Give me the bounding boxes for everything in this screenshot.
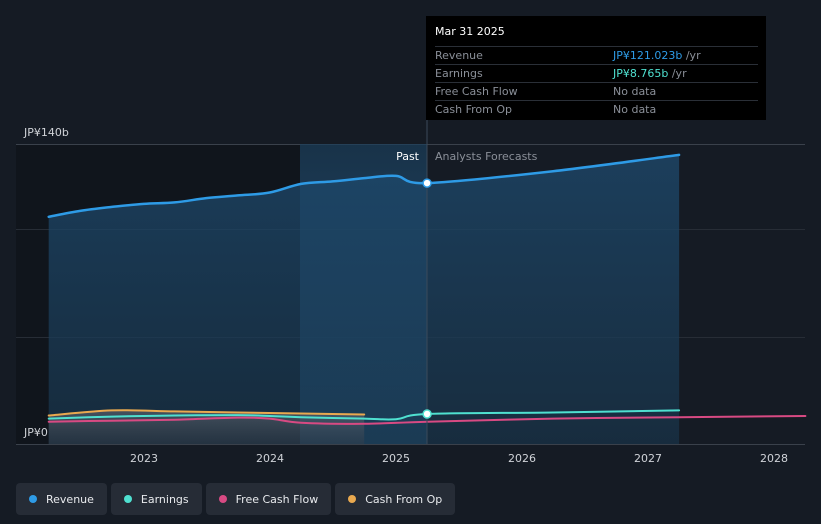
series-line-revenue <box>47 153 681 219</box>
x-tick-label: 2026 <box>508 452 536 465</box>
marker-earnings <box>422 409 432 419</box>
revenue-area <box>48 154 680 444</box>
x-tick-label: 2025 <box>382 452 410 465</box>
legend-item-earnings[interactable]: Earnings <box>110 483 202 515</box>
legend-label: Revenue <box>46 492 94 506</box>
tooltip-row-earnings: Earnings JP¥8.765b /yr <box>435 64 758 82</box>
series-line-free-cash-flow <box>47 415 807 425</box>
tooltip-date: Mar 31 2025 <box>435 25 505 38</box>
tooltip-label: Revenue <box>435 49 483 62</box>
free-cash-flow-dot-icon <box>218 495 227 503</box>
tooltip-value: No data <box>613 103 657 116</box>
tooltip-label: Cash From Op <box>435 103 513 116</box>
legend: Revenue Earnings Free Cash Flow Cash Fro… <box>16 483 456 515</box>
legend-label: Cash From Op <box>365 492 443 506</box>
cash-from-op-dot-icon <box>348 495 357 503</box>
legend-item-free-cash-flow[interactable]: Free Cash Flow <box>205 483 332 515</box>
legend-item-cash-from-op[interactable]: Cash From Op <box>335 483 456 515</box>
forecast-label: Analysts Forecasts <box>435 150 538 163</box>
tooltip-value: JP¥121.023b /yr <box>613 49 701 62</box>
x-tick-label: 2023 <box>130 452 158 465</box>
legend-label: Free Cash Flow <box>235 492 319 506</box>
tooltip: Mar 31 2025 Revenue JP¥121.023b /yr Earn… <box>426 16 766 120</box>
tooltip-row-cash-from-op: Cash From Op No data <box>435 100 758 118</box>
series-line-cash-from-op <box>47 409 366 417</box>
tooltip-label: Earnings <box>435 67 483 80</box>
x-tick-label: 2024 <box>256 452 284 465</box>
tooltip-value: JP¥8.765b /yr <box>613 67 687 80</box>
tooltip-label: Free Cash Flow <box>435 85 518 98</box>
legend-label: Earnings <box>140 492 189 506</box>
x-tick-label: 2027 <box>634 452 662 465</box>
marker-revenue <box>422 178 432 188</box>
y-axis-bottom-label: JP¥0 <box>23 426 48 439</box>
x-tick-label: 2028 <box>760 452 788 465</box>
revenue-dot-icon <box>29 495 37 503</box>
y-axis-top-label: JP¥140b <box>23 126 69 139</box>
tooltip-value: No data <box>613 85 657 98</box>
tooltip-row-revenue: Revenue JP¥121.023b /yr <box>435 46 758 64</box>
series-line-earnings <box>47 409 681 421</box>
cash-from-op-area <box>48 410 365 444</box>
legend-item-revenue[interactable]: Revenue <box>16 483 107 515</box>
earnings-dot-icon <box>123 495 132 503</box>
earnings-revenue-chart: Past Analysts Forecasts JP¥140b JP¥0 202… <box>16 120 807 465</box>
past-label: Past <box>396 150 420 163</box>
tooltip-row-free-cash-flow: Free Cash Flow No data <box>435 82 758 100</box>
